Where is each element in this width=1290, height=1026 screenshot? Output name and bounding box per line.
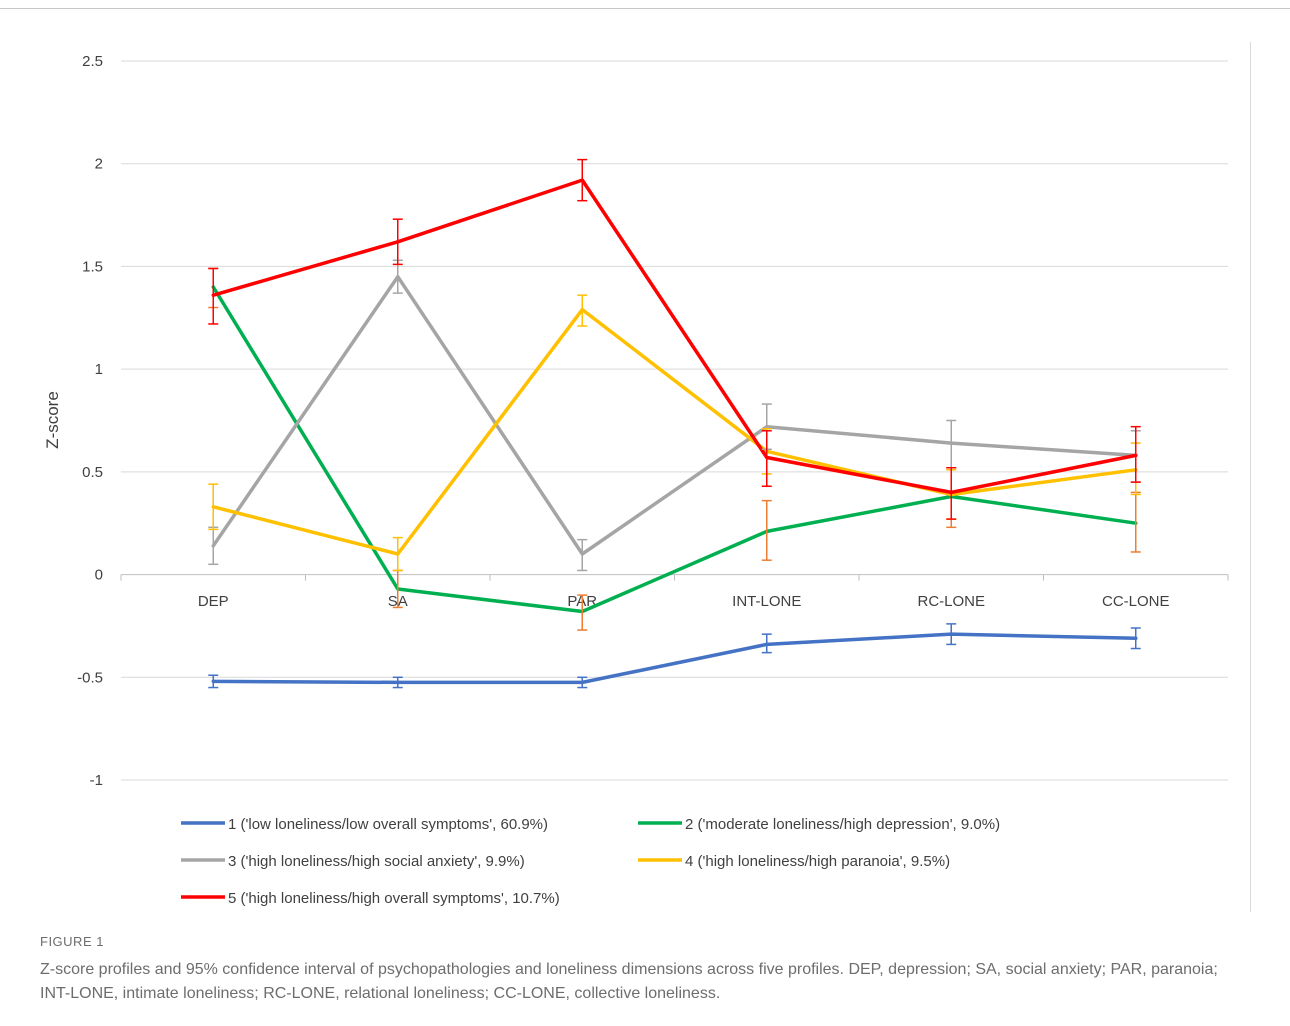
figure-label: FIGURE 1 [40, 934, 104, 949]
legend: 1 ('low loneliness/low overall symptoms'… [181, 816, 1000, 907]
error-bars [208, 158, 1141, 689]
y-tick-label: -1 [90, 772, 103, 789]
y-axis-title: Z-score [43, 391, 62, 449]
series-line [211, 178, 1138, 495]
legend-label: 2 ('moderate loneliness/high depression'… [685, 816, 1000, 833]
top-rule [0, 8, 1290, 9]
y-tick-label: 0 [95, 567, 103, 584]
legend-label: 3 ('high loneliness/high social anxiety'… [228, 853, 525, 870]
y-tick-label: 0.5 [82, 464, 103, 481]
series-line [211, 274, 1138, 556]
x-category-label: CC-LONE [1102, 593, 1170, 610]
y-tick-label: 2 [95, 156, 103, 173]
gridlines [121, 60, 1228, 781]
legend-label: 4 ('high loneliness/high paranoia', 9.5%… [685, 853, 950, 870]
legend-label: 5 ('high loneliness/high overall symptom… [228, 890, 560, 907]
y-tick-label: -0.5 [77, 669, 103, 686]
legend-label: 1 ('low loneliness/low overall symptoms'… [228, 816, 548, 833]
x-category-label: RC-LONE [917, 593, 985, 610]
series-lines [211, 178, 1138, 685]
figure-caption: Z-score profiles and 95% confidence inte… [40, 961, 1218, 1002]
right-rule [1250, 42, 1251, 912]
y-tick-label: 2.5 [82, 53, 103, 70]
y-tick-label: 1 [95, 361, 103, 378]
series-line [211, 285, 1138, 614]
series-line [211, 307, 1138, 556]
y-tick-label: 1.5 [82, 258, 103, 275]
x-category-label: INT-LONE [732, 593, 801, 610]
x-category-label: DEP [198, 593, 229, 610]
series-line [211, 632, 1138, 685]
